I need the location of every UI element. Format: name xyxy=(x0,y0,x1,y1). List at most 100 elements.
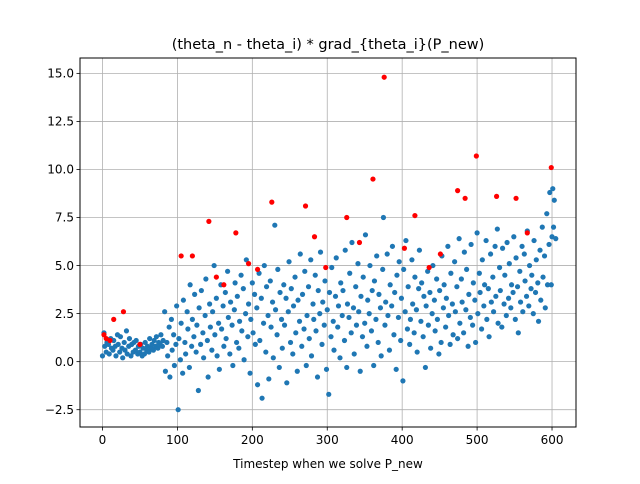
data-point xyxy=(350,305,357,311)
data-point xyxy=(121,339,127,346)
data-point xyxy=(198,287,204,294)
data-point xyxy=(214,353,220,359)
data-point xyxy=(189,316,195,322)
data-point xyxy=(319,341,325,347)
data-point xyxy=(147,335,153,342)
data-point xyxy=(366,311,372,317)
data-point xyxy=(514,284,521,290)
data-point xyxy=(222,289,228,296)
data-point xyxy=(502,272,508,278)
data-point xyxy=(410,301,416,307)
x-tick-label: 100 xyxy=(166,433,189,447)
data-point xyxy=(351,351,357,357)
data-point xyxy=(322,278,328,284)
data-point xyxy=(357,368,363,374)
data-point xyxy=(164,339,170,346)
data-point xyxy=(416,247,423,253)
data-point xyxy=(245,301,252,307)
data-point xyxy=(259,395,265,401)
data-point xyxy=(191,334,197,340)
data-point xyxy=(504,239,510,246)
data-point xyxy=(281,282,287,288)
data-point xyxy=(254,305,260,311)
data-point xyxy=(337,355,343,361)
data-point xyxy=(251,291,258,297)
data-point xyxy=(260,320,267,326)
data-point xyxy=(234,293,240,299)
data-point xyxy=(473,339,479,346)
data-point xyxy=(290,303,297,309)
data-point xyxy=(272,307,279,313)
data-point xyxy=(263,284,270,290)
data-point xyxy=(532,289,539,296)
data-point xyxy=(202,312,208,319)
data-point xyxy=(411,330,417,336)
data-point xyxy=(213,274,219,280)
data-point xyxy=(196,305,202,311)
data-point xyxy=(178,320,184,326)
data-point xyxy=(385,312,391,319)
data-point xyxy=(355,261,361,267)
data-point xyxy=(257,337,263,344)
data-point xyxy=(341,337,348,344)
data-point xyxy=(517,299,524,305)
data-point xyxy=(540,274,546,280)
data-point xyxy=(490,309,497,315)
data-point xyxy=(171,332,177,338)
data-point xyxy=(526,262,533,269)
x-tick-label: 0 xyxy=(99,433,107,447)
data-point xyxy=(349,239,355,246)
x-axis-ticks: 0 100 200 300 400 500 600 xyxy=(99,427,563,447)
data-point xyxy=(499,245,506,251)
data-point xyxy=(496,264,503,271)
data-point xyxy=(550,224,557,230)
data-point xyxy=(542,305,548,311)
data-point xyxy=(381,74,387,80)
data-point xyxy=(245,261,252,267)
data-point xyxy=(106,351,112,357)
data-point xyxy=(290,351,296,357)
data-point xyxy=(328,334,334,340)
data-point xyxy=(329,264,335,271)
data-point xyxy=(465,343,471,349)
data-point xyxy=(162,368,169,374)
data-point xyxy=(407,316,414,322)
data-point xyxy=(510,289,516,296)
data-point xyxy=(288,286,294,292)
data-point xyxy=(233,339,240,346)
data-points xyxy=(99,74,559,413)
data-point xyxy=(220,303,226,309)
data-point xyxy=(111,337,117,344)
data-point xyxy=(419,280,425,286)
data-point xyxy=(347,270,353,276)
data-point xyxy=(340,287,346,294)
data-point xyxy=(133,337,139,344)
data-point xyxy=(495,320,501,326)
data-point xyxy=(245,334,251,340)
data-point xyxy=(99,353,106,359)
data-point xyxy=(268,324,274,330)
data-point xyxy=(501,301,507,307)
data-point xyxy=(335,303,342,309)
data-point xyxy=(155,345,161,351)
data-point xyxy=(521,251,527,257)
data-point xyxy=(539,224,545,230)
data-point xyxy=(479,257,485,263)
data-point xyxy=(360,274,366,280)
data-point xyxy=(209,347,215,353)
data-point xyxy=(454,284,460,290)
data-point xyxy=(182,339,188,346)
data-point xyxy=(297,251,303,257)
y-axis-ticks: −2.5 0.0 2.5 5.0 7.5 10.0 12.5 15.0 xyxy=(45,67,80,417)
data-point xyxy=(434,316,440,322)
data-point xyxy=(267,278,273,284)
data-point xyxy=(463,307,469,313)
data-point xyxy=(281,322,288,328)
data-point xyxy=(168,316,175,322)
data-point xyxy=(402,309,408,315)
data-point xyxy=(450,332,456,338)
data-point xyxy=(219,326,225,332)
data-point xyxy=(250,330,256,336)
data-point xyxy=(326,391,332,397)
data-point xyxy=(428,345,434,351)
